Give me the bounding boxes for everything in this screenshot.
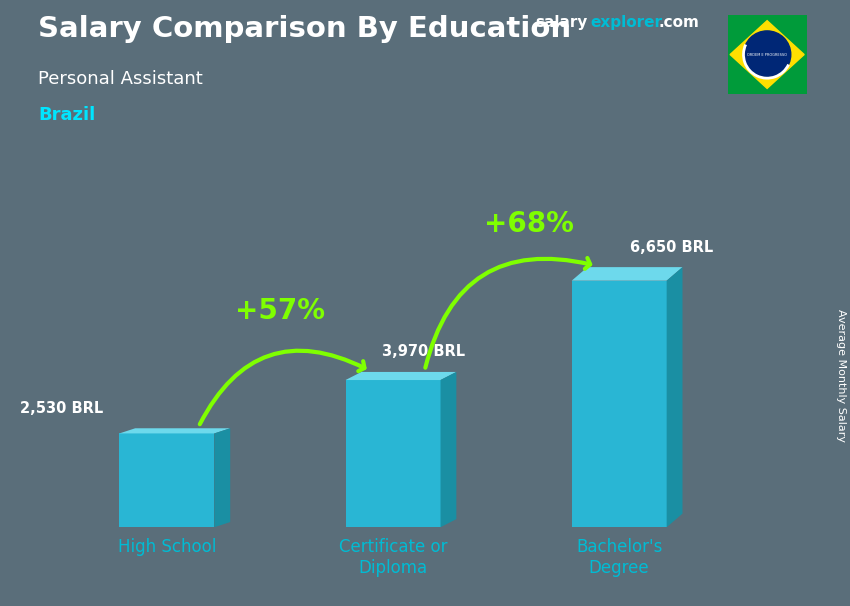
Text: 6,650 BRL: 6,650 BRL: [631, 239, 714, 255]
Text: Brazil: Brazil: [38, 106, 95, 124]
Polygon shape: [666, 267, 683, 527]
Text: +68%: +68%: [484, 210, 574, 238]
Text: ORDEM E PROGRESSO: ORDEM E PROGRESSO: [747, 53, 787, 56]
Circle shape: [744, 31, 790, 78]
Polygon shape: [572, 281, 666, 527]
Polygon shape: [346, 380, 440, 527]
Text: salary: salary: [536, 15, 588, 30]
Polygon shape: [119, 433, 214, 527]
Polygon shape: [440, 372, 456, 527]
Text: Personal Assistant: Personal Assistant: [38, 70, 203, 88]
Polygon shape: [214, 428, 230, 527]
Polygon shape: [572, 267, 683, 281]
Text: Average Monthly Salary: Average Monthly Salary: [836, 309, 846, 442]
Text: Salary Comparison By Education: Salary Comparison By Education: [38, 15, 571, 43]
Text: explorer: explorer: [591, 15, 663, 30]
Text: .com: .com: [659, 15, 700, 30]
Polygon shape: [119, 428, 230, 433]
Polygon shape: [730, 21, 804, 88]
Text: 2,530 BRL: 2,530 BRL: [20, 401, 104, 416]
Polygon shape: [346, 372, 456, 380]
Text: +57%: +57%: [235, 297, 325, 325]
Text: 3,970 BRL: 3,970 BRL: [382, 344, 465, 359]
